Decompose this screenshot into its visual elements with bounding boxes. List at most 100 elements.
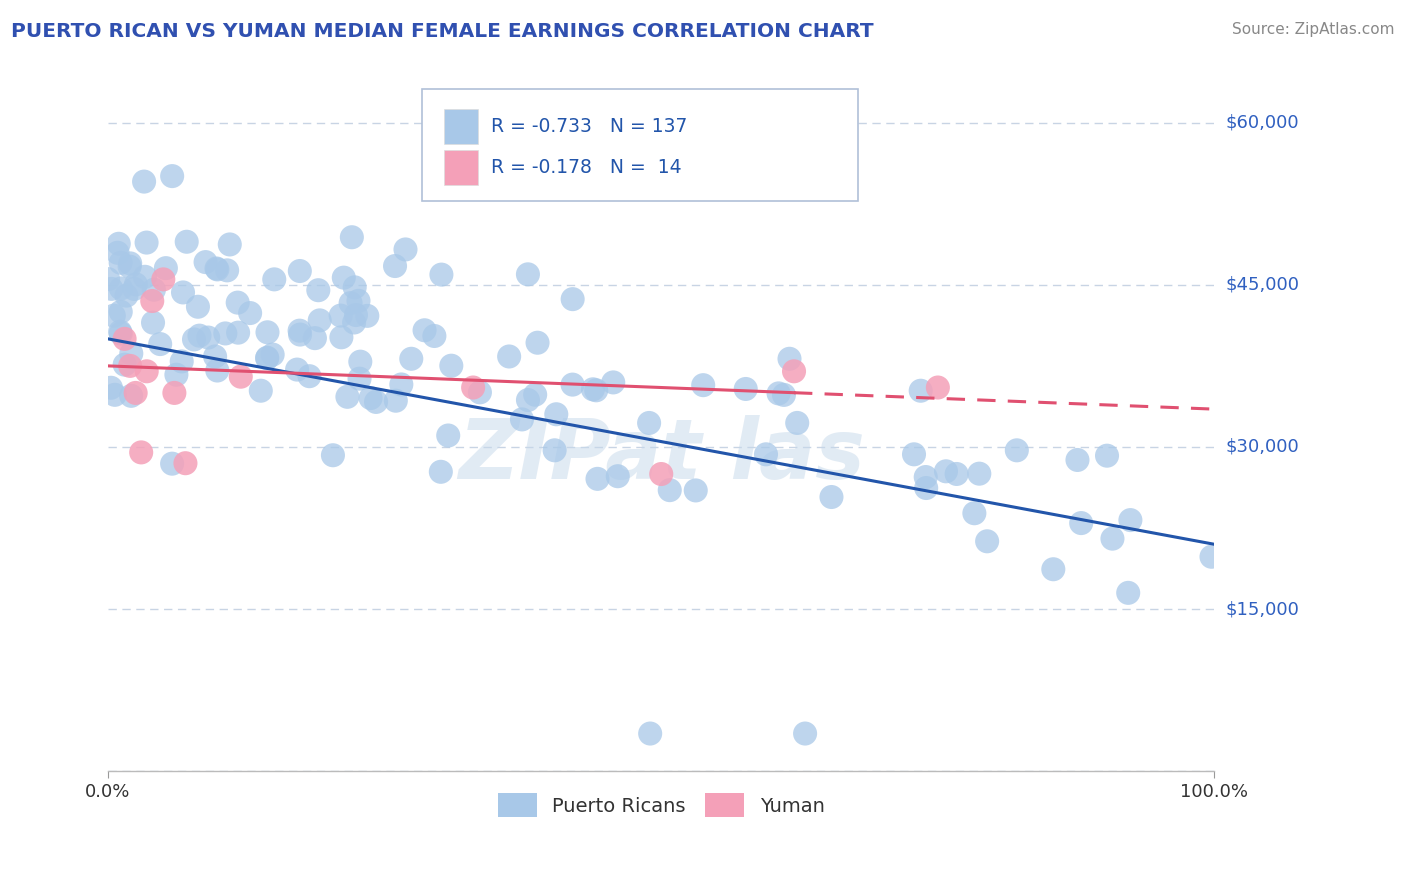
Point bbox=[440, 359, 463, 373]
Point bbox=[114, 332, 136, 346]
Text: $30,000: $30,000 bbox=[1226, 438, 1299, 456]
Point bbox=[170, 354, 193, 368]
Point bbox=[658, 483, 681, 497]
Point bbox=[129, 445, 152, 459]
Point bbox=[330, 330, 353, 344]
Point bbox=[1005, 443, 1028, 458]
Point bbox=[333, 270, 356, 285]
Point bbox=[401, 351, 423, 366]
Point bbox=[526, 335, 548, 350]
Point bbox=[638, 416, 661, 430]
Point bbox=[226, 326, 249, 340]
Point bbox=[903, 447, 925, 461]
Point bbox=[517, 392, 540, 407]
Point bbox=[256, 351, 278, 366]
Point bbox=[910, 384, 932, 398]
Point bbox=[734, 382, 756, 396]
Point bbox=[914, 470, 936, 484]
Point bbox=[976, 534, 998, 549]
Point bbox=[336, 390, 359, 404]
Point bbox=[172, 285, 194, 300]
Point bbox=[155, 261, 177, 276]
Point bbox=[120, 389, 142, 403]
Point bbox=[468, 385, 491, 400]
Point bbox=[115, 288, 138, 302]
Point bbox=[207, 262, 229, 277]
Point bbox=[197, 330, 219, 344]
Point bbox=[214, 326, 236, 341]
Point bbox=[122, 282, 145, 296]
Point bbox=[205, 261, 228, 276]
Point bbox=[110, 326, 132, 341]
Point bbox=[1095, 449, 1118, 463]
Point bbox=[100, 282, 122, 296]
Point bbox=[385, 393, 408, 408]
Point bbox=[524, 387, 547, 401]
Point bbox=[561, 292, 583, 306]
Point bbox=[218, 237, 240, 252]
Point bbox=[1119, 513, 1142, 527]
Point bbox=[1116, 586, 1139, 600]
Point bbox=[935, 464, 957, 478]
Point bbox=[142, 283, 165, 297]
Point bbox=[430, 268, 453, 282]
Point bbox=[437, 428, 460, 442]
Point bbox=[160, 169, 183, 183]
Point bbox=[510, 412, 533, 426]
Point bbox=[110, 305, 132, 319]
Point bbox=[165, 368, 187, 382]
Point bbox=[183, 333, 205, 347]
Point bbox=[413, 323, 436, 337]
Point bbox=[463, 380, 485, 394]
Point bbox=[204, 350, 226, 364]
Point bbox=[104, 388, 127, 402]
Point bbox=[103, 309, 125, 323]
Point bbox=[188, 328, 211, 343]
Point bbox=[262, 348, 284, 362]
Point bbox=[125, 277, 148, 292]
Point bbox=[322, 448, 344, 462]
Point bbox=[969, 467, 991, 481]
Point bbox=[120, 256, 142, 270]
Point bbox=[389, 377, 412, 392]
Point bbox=[1042, 562, 1064, 576]
Point bbox=[152, 272, 174, 286]
Point bbox=[226, 295, 249, 310]
Point bbox=[149, 337, 172, 351]
Point bbox=[97, 272, 120, 286]
Text: ZIPat las: ZIPat las bbox=[458, 415, 865, 496]
Point bbox=[585, 384, 607, 398]
Point bbox=[543, 443, 565, 458]
Point bbox=[207, 363, 229, 377]
Point bbox=[430, 465, 453, 479]
Point bbox=[160, 457, 183, 471]
Point bbox=[142, 316, 165, 330]
Point bbox=[194, 255, 217, 269]
Point bbox=[120, 346, 142, 360]
Point bbox=[107, 245, 129, 260]
Point bbox=[360, 391, 382, 405]
Point bbox=[498, 350, 520, 364]
Point bbox=[217, 263, 239, 277]
Point bbox=[561, 377, 583, 392]
Point bbox=[114, 358, 136, 372]
Point bbox=[506, 169, 529, 184]
Point bbox=[298, 369, 321, 384]
Point bbox=[347, 293, 370, 308]
Point bbox=[349, 354, 371, 368]
Point bbox=[288, 327, 311, 342]
Point bbox=[100, 381, 122, 395]
Point bbox=[384, 259, 406, 273]
Point bbox=[288, 264, 311, 278]
Point bbox=[349, 372, 371, 386]
Text: $45,000: $45,000 bbox=[1226, 276, 1299, 293]
Point bbox=[915, 481, 938, 495]
Legend: Puerto Ricans, Yuman: Puerto Ricans, Yuman bbox=[491, 786, 832, 825]
Point bbox=[134, 269, 156, 284]
Point bbox=[783, 364, 806, 378]
Point bbox=[1066, 453, 1088, 467]
Point bbox=[945, 467, 967, 481]
Point bbox=[107, 236, 129, 251]
Text: R = -0.733   N = 137: R = -0.733 N = 137 bbox=[491, 117, 688, 136]
Point bbox=[650, 467, 672, 481]
